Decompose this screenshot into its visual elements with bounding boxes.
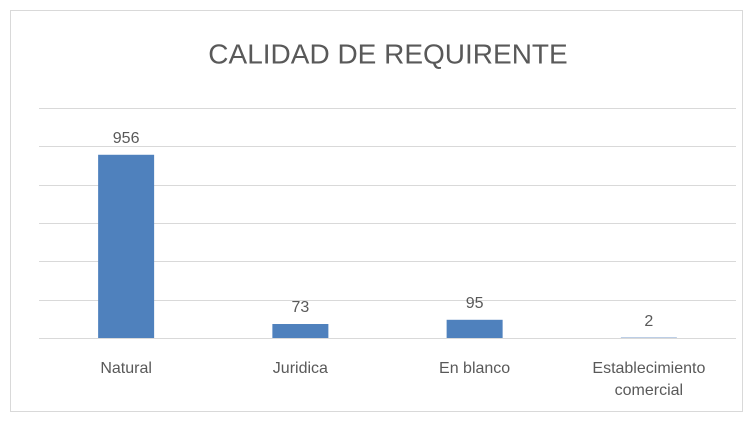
- data-label: 2: [644, 313, 653, 330]
- x-tick-label: En blanco: [439, 360, 511, 377]
- bar: [446, 319, 503, 338]
- x-tick-label-box: En blanco: [439, 360, 511, 377]
- x-tick-label-box: Juridica: [272, 360, 328, 377]
- data-label: 956: [113, 130, 140, 147]
- chart-title: CALIDAD DE REQUIRENTE: [208, 38, 567, 69]
- x-tick-label-box: Establecimiento comercial: [592, 360, 706, 399]
- x-tick-label: Juridica: [272, 360, 328, 377]
- x-tick-label: Establecimiento comercial: [592, 360, 706, 399]
- bar: [272, 324, 329, 338]
- data-label: 95: [466, 295, 484, 312]
- x-tick-label: Natural: [100, 360, 152, 377]
- bar: [98, 154, 155, 338]
- data-label: 73: [291, 299, 309, 316]
- x-tick-label-box: Natural: [100, 360, 152, 377]
